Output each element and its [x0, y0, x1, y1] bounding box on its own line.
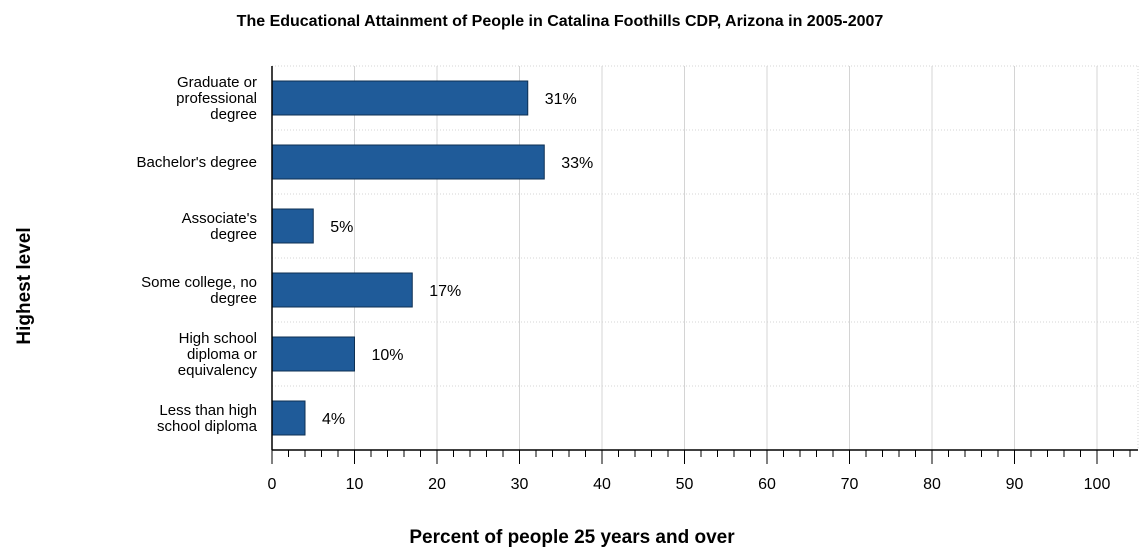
x-tick-label: 0: [268, 476, 277, 493]
category-label-line: Bachelor's degree: [137, 154, 257, 171]
bar: [271, 272, 413, 308]
chart-title: The Educational Attainment of People in …: [237, 13, 884, 30]
x-tick-label: 60: [758, 476, 776, 493]
x-tick-label: 80: [923, 476, 941, 493]
bar: [271, 400, 306, 436]
bar: [271, 144, 545, 180]
x-tick-label: 90: [1006, 476, 1024, 493]
bar: [271, 208, 314, 244]
category-label-line: High school: [179, 330, 257, 347]
y-axis-title: Highest level: [14, 227, 35, 344]
category-label-line: Associate's: [182, 210, 257, 227]
x-tick-label: 100: [1084, 476, 1111, 493]
category-label-line: professional: [176, 90, 257, 107]
x-axis: 0 10 20 30 40 50 60 70 80 90 100: [268, 66, 1138, 493]
x-tick-label: 10: [346, 476, 364, 493]
category-label-line: Less than high: [159, 402, 257, 419]
category-label: Graduate or professional degree: [176, 74, 257, 123]
category-label-line: school diploma: [157, 418, 258, 435]
category-label-line: degree: [210, 106, 257, 123]
category-label-line: diploma or: [187, 346, 257, 363]
category-label: Less than high school diploma: [157, 402, 258, 435]
x-tick-label: 40: [593, 476, 611, 493]
category-label: High school diploma or equivalency: [178, 330, 258, 379]
grid: [272, 65, 1139, 451]
data-label: 33%: [561, 155, 593, 172]
category-label-line: degree: [210, 290, 257, 307]
data-label: 5%: [330, 219, 353, 236]
category-label-line: degree: [210, 226, 257, 243]
category-label: Some college, no degree: [141, 274, 257, 307]
category-label-line: Some college, no: [141, 274, 257, 291]
data-label: 31%: [545, 91, 577, 108]
data-label: 10%: [372, 347, 404, 364]
x-axis-title: Percent of people 25 years and over: [409, 527, 735, 548]
x-tick-label: 50: [676, 476, 694, 493]
category-labels: Graduate or professional degreeBachelor's …: [137, 74, 258, 435]
category-label-line: equivalency: [178, 362, 258, 379]
data-label: 17%: [429, 283, 461, 300]
category-label: Bachelor's degree: [137, 154, 257, 171]
x-tick-label: 30: [511, 476, 529, 493]
x-tick-label: 70: [841, 476, 859, 493]
category-label-line: Graduate or: [177, 74, 257, 91]
bar: [271, 336, 355, 372]
data-labels: 31% 33% 5% 17% 10% 4%: [322, 91, 593, 428]
bar: [271, 80, 529, 116]
data-label: 4%: [322, 411, 345, 428]
x-tick-label: 20: [428, 476, 446, 493]
category-label: Associate's degree: [182, 210, 257, 243]
